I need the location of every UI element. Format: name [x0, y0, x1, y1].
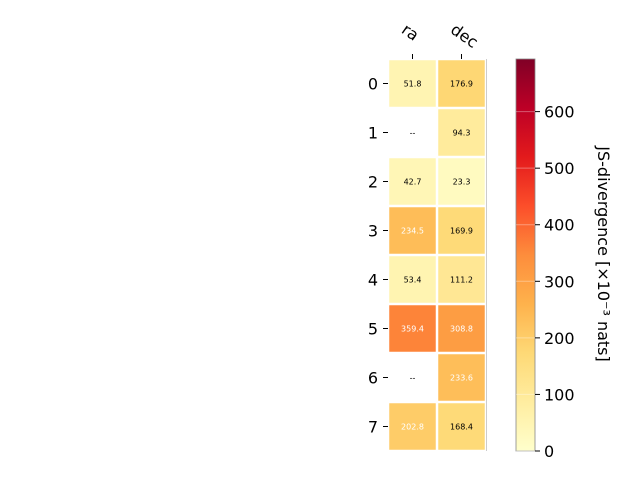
row-label: 3: [368, 222, 378, 241]
colorbar-label: JS-divergence [×10⁻³ nats]: [594, 145, 613, 361]
row-label: 2: [368, 173, 378, 192]
heatmap-cell: [438, 158, 485, 205]
colorbar-ticks: 0 100 200 300 400 500 600: [516, 103, 575, 461]
cell-value-label: --: [410, 129, 416, 138]
cell-value-label: 111.2: [450, 276, 473, 285]
row-label: 4: [368, 271, 378, 290]
colorbar-tick-label: 500: [544, 159, 575, 178]
colorbar-tick-label: 300: [544, 272, 575, 291]
row-label: 6: [368, 369, 378, 388]
row-label: 0: [368, 75, 378, 94]
row-label: 1: [368, 124, 378, 143]
heatmap-cell: [389, 207, 436, 254]
column-label: dec: [447, 20, 481, 52]
cell-value-label: 176.9: [450, 80, 473, 89]
cell-value-label: 359.4: [401, 325, 424, 334]
heatmap-cell: [438, 354, 485, 401]
heatmap-cell: [389, 158, 436, 205]
cell-value-label: 94.3: [453, 129, 471, 138]
heatmap-cell: [438, 207, 485, 254]
colorbar-tick-label: 600: [544, 103, 575, 122]
cell-value-label: 234.5: [401, 227, 424, 236]
heatmap-cell: [438, 60, 485, 107]
heatmap-cell: [389, 256, 436, 303]
colorbar-gradient: [515, 58, 536, 452]
cell-value-label: 51.8: [404, 80, 422, 89]
row-label: 7: [368, 418, 378, 437]
column-labels: ra dec: [398, 20, 482, 59]
heatmap-cell: [438, 256, 485, 303]
row-labels: 0 1 2 3 4 5 6 7: [368, 75, 388, 437]
cell-value-label: 202.8: [401, 423, 424, 432]
colorbar-tick-label: 200: [544, 329, 575, 348]
heatmap-cell: [389, 403, 436, 450]
colorbar-tick-label: 400: [544, 216, 575, 235]
cell-value-label: 233.6: [450, 374, 473, 383]
heatmap-cell: [389, 305, 436, 352]
colorbar: 0 100 200 300 400 500 600 JS-divergence [×10⁻³…: [515, 58, 613, 461]
heatmap-cell: [438, 305, 485, 352]
row-label: 5: [368, 320, 378, 339]
cell-value-label: 53.4: [404, 276, 422, 285]
colorbar-tick-label: 100: [544, 385, 575, 404]
cell-value-label: 168.4: [450, 423, 473, 432]
cell-value-label: 169.9: [450, 227, 473, 236]
column-label: ra: [398, 20, 422, 45]
heatmap-cell: [389, 60, 436, 107]
cell-value-label: --: [410, 374, 416, 383]
cell-value-label: 42.7: [404, 178, 422, 187]
cell-value-label: 23.3: [453, 178, 471, 187]
cell-value-label: 308.8: [450, 325, 473, 334]
heatmap-cell: [438, 109, 485, 156]
heatmap-grid: 51.8 176.9 -- 94.3 42.7 23.3 234.5 169.9 53.4 111…: [389, 59, 487, 451]
colorbar-tick-label: 0: [544, 442, 554, 461]
heatmap-cell: [438, 403, 485, 450]
